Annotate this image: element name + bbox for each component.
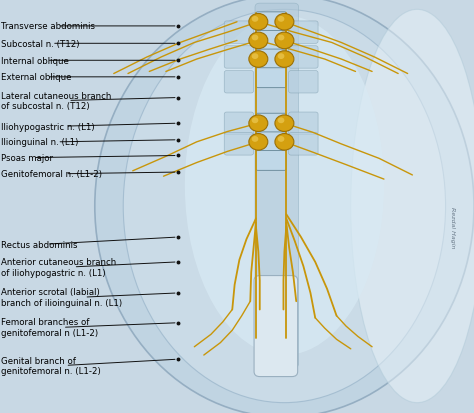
FancyBboxPatch shape [256, 13, 286, 33]
Text: Rectus abdominis: Rectus abdominis [1, 240, 77, 249]
Circle shape [252, 137, 258, 142]
FancyBboxPatch shape [256, 31, 286, 51]
Circle shape [249, 52, 268, 68]
Ellipse shape [185, 17, 384, 355]
Circle shape [252, 17, 258, 23]
Circle shape [249, 33, 268, 50]
Circle shape [252, 36, 258, 41]
Circle shape [278, 36, 284, 41]
Text: Lateral cutaneous branch
of subcostal n. (T12): Lateral cutaneous branch of subcostal n.… [1, 91, 111, 111]
Circle shape [275, 14, 294, 31]
Circle shape [252, 54, 258, 60]
FancyBboxPatch shape [289, 113, 318, 135]
Circle shape [278, 17, 284, 23]
FancyBboxPatch shape [255, 4, 299, 368]
Text: Anterior scrotal (labial)
branch of ilioinguinal n. (L1): Anterior scrotal (labial) branch of ilio… [1, 287, 122, 307]
FancyBboxPatch shape [224, 133, 254, 156]
Text: Iliohypogastric n. (L1): Iliohypogastric n. (L1) [1, 122, 95, 131]
Ellipse shape [123, 10, 446, 403]
FancyBboxPatch shape [224, 47, 254, 69]
FancyBboxPatch shape [256, 151, 286, 171]
Circle shape [278, 118, 284, 124]
FancyBboxPatch shape [289, 133, 318, 156]
Circle shape [249, 14, 268, 31]
Text: Femoral branches of
genitofemoral n (L1-2): Femoral branches of genitofemoral n (L1-… [1, 318, 98, 337]
Text: Genital branch of
genitofemoral n. (L1-2): Genital branch of genitofemoral n. (L1-2… [1, 356, 100, 375]
Text: Internal oblique: Internal oblique [1, 57, 69, 66]
Circle shape [249, 116, 268, 132]
Circle shape [278, 54, 284, 60]
FancyBboxPatch shape [289, 22, 318, 44]
FancyBboxPatch shape [224, 113, 254, 135]
FancyBboxPatch shape [224, 71, 254, 94]
Text: Rezdal Hagin: Rezdal Hagin [450, 206, 455, 248]
Circle shape [278, 137, 284, 142]
FancyBboxPatch shape [256, 69, 286, 88]
FancyBboxPatch shape [256, 50, 286, 70]
FancyBboxPatch shape [254, 276, 298, 377]
Circle shape [275, 134, 294, 151]
Text: Genitofemoral n. (L1-2): Genitofemoral n. (L1-2) [1, 170, 102, 179]
Circle shape [252, 118, 258, 124]
Text: Psoas major: Psoas major [1, 154, 53, 163]
Text: Transverse abdominis: Transverse abdominis [1, 22, 95, 31]
Circle shape [249, 134, 268, 151]
Text: External oblique: External oblique [1, 73, 72, 82]
Ellipse shape [95, 0, 474, 413]
Text: Anterior cutaneous branch
of iliohypogastric n. (L1): Anterior cutaneous branch of iliohypogas… [1, 257, 116, 277]
Text: Ilioinguinal n. (L1): Ilioinguinal n. (L1) [1, 138, 78, 147]
Circle shape [275, 52, 294, 68]
Circle shape [275, 116, 294, 132]
FancyBboxPatch shape [289, 47, 318, 69]
FancyBboxPatch shape [224, 22, 254, 44]
FancyBboxPatch shape [289, 71, 318, 94]
Circle shape [275, 33, 294, 50]
Text: Subcostal n. (T12): Subcostal n. (T12) [1, 40, 80, 49]
Ellipse shape [351, 10, 474, 403]
FancyBboxPatch shape [256, 133, 286, 152]
FancyBboxPatch shape [256, 114, 286, 134]
